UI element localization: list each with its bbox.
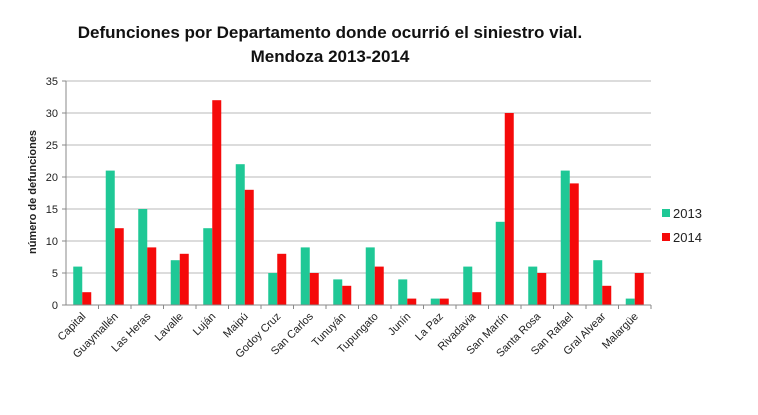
bar-2014-guaymallén	[114, 228, 124, 305]
legend-label-2013: 2013	[673, 206, 702, 221]
bar-2014-tupungato	[374, 266, 384, 305]
x-tick-label: Junín	[386, 311, 414, 339]
bar-2014-tunuyán	[342, 285, 352, 305]
y-tick-label: 35	[46, 76, 58, 88]
bar-2013-las-heras	[138, 209, 148, 305]
x-tick-label: Lavalle	[153, 311, 186, 344]
bar-2013-godoy-cruz	[268, 273, 278, 305]
gridlines	[66, 80, 651, 274]
bar-2014-santa-rosa	[537, 273, 547, 305]
bar-2014-malargüe	[634, 273, 644, 305]
bar-2013-capital	[73, 266, 83, 305]
bar-2013-lavalle	[170, 260, 180, 305]
bar-2014-maipú	[244, 189, 254, 305]
bar-2013-san-rafael	[560, 170, 570, 305]
bar-2013-luján	[203, 228, 213, 305]
bar-2014-junín	[407, 298, 417, 305]
y-axis-label: número de defunciones	[27, 130, 39, 254]
bar-2013-malargüe	[625, 298, 635, 305]
bar-2013-santa-rosa	[528, 266, 538, 305]
chart-title-line-2: Mendoza 2013-2014	[251, 47, 410, 66]
bar-2013-san-martín	[495, 221, 505, 305]
bar-2013-maipú	[235, 164, 245, 305]
bar-2014-san-rafael	[569, 183, 579, 305]
bar-2014-rivadavia	[472, 292, 482, 305]
bar-2013-tupungato	[365, 247, 375, 305]
bar-2014-la-paz	[439, 298, 449, 305]
x-tick-label: Maipú	[221, 311, 251, 341]
bar-2014-lavalle	[179, 253, 189, 305]
bar-2014-godoy-cruz	[277, 253, 287, 305]
bar-2014-capital	[82, 292, 92, 305]
bar-2014-san-carlos	[309, 273, 319, 305]
x-tick-label: Malargüe	[600, 311, 641, 352]
bar-2013-la-paz	[430, 298, 440, 305]
legend-swatch-2013	[662, 209, 670, 217]
bar-2014-las-heras	[147, 247, 157, 305]
bar-2014-san-martín	[504, 113, 514, 305]
bars	[73, 100, 644, 305]
y-tick-label: 25	[46, 140, 58, 152]
bar-2013-rivadavia	[463, 266, 473, 305]
y-tick-label: 0	[52, 300, 58, 312]
y-tick-label: 15	[46, 204, 58, 216]
bar-2013-junín	[398, 279, 408, 305]
bar-2013-san-carlos	[300, 247, 310, 305]
bar-2014-gral-alvear	[602, 285, 612, 305]
y-tick-label: 20	[46, 172, 58, 184]
chart-title-line-1: Defunciones por Departamento donde ocurr…	[78, 23, 582, 42]
bar-2014-luján	[212, 100, 222, 305]
legend-swatch-2014	[662, 233, 670, 241]
bar-2013-tunuyán	[333, 279, 343, 305]
y-axis-ticks: 0 5 10 15 20 25 30 35	[46, 76, 66, 312]
y-tick-label: 10	[46, 236, 58, 248]
y-tick-label: 5	[52, 268, 58, 280]
y-tick-label: 30	[46, 108, 58, 120]
legend: 2013 2014	[662, 206, 702, 245]
legend-label-2014: 2014	[673, 230, 702, 245]
bar-2013-gral-alvear	[593, 260, 603, 305]
bar-2013-guaymallén	[105, 170, 115, 305]
x-tick-label: Luján	[191, 311, 219, 339]
